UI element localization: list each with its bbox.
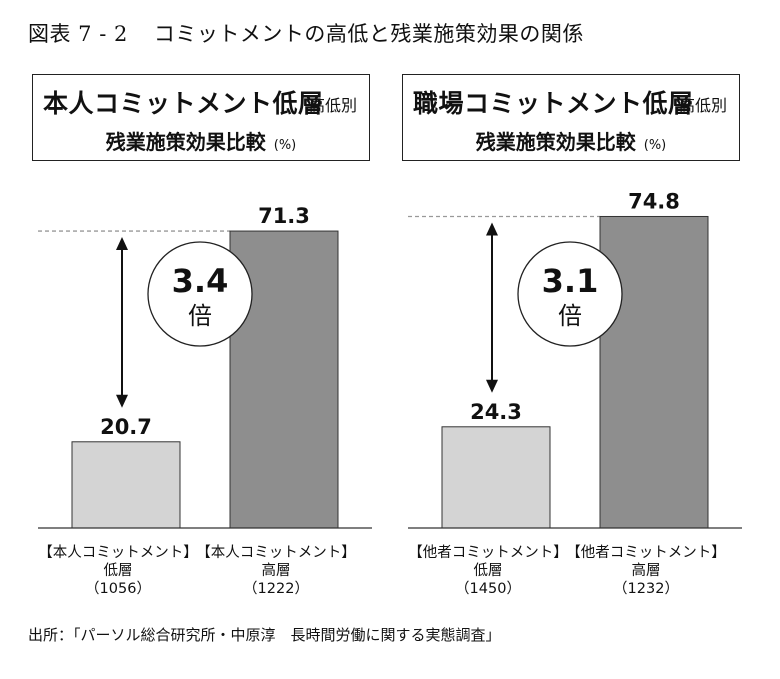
arrow-up-head [116, 237, 128, 251]
ratio-circle [517, 241, 623, 347]
arrow-down-head [116, 394, 128, 408]
category-line-1: 【本人コミットメント】 [196, 545, 356, 561]
category-line-3: （1450） [455, 581, 521, 597]
category-line-2: 低層 [103, 563, 133, 579]
bar [71, 441, 181, 529]
chart-subtitle-line: 残業施策効果比較 (%) [403, 126, 739, 155]
chart-title: 職場コミットメント低層 [413, 89, 694, 118]
chart-title-tag: 高低別 [308, 96, 357, 115]
arrow-up-head [486, 222, 498, 236]
data-label: 74.8 [628, 189, 680, 213]
figure-number: 図表 7 - 2 [28, 22, 128, 46]
category-line-2: 低層 [473, 563, 503, 579]
category-label-high: 【本人コミットメント】 高層 （1222） [196, 544, 356, 598]
ratio-unit: 倍 [558, 302, 582, 330]
figure-title-text: コミットメントの高低と残業施策効果の関係 [153, 22, 584, 46]
chart-title: 本人コミットメント低層 [43, 89, 324, 118]
chart-subtitle: 残業施策効果比較 [105, 130, 266, 154]
category-line-3: （1232） [613, 581, 679, 597]
category-label-low: 【本人コミットメント】 低層 （1056） [38, 544, 198, 598]
category-line-2: 高層 [631, 563, 661, 579]
ratio-value: 3.1 [542, 262, 599, 300]
category-line-2: 高層 [261, 563, 291, 579]
chart-panel-self: 本人コミットメント低層 高低別 残業施策効果比較 (%) 20.7 71.3 3.4 倍… [32, 74, 378, 634]
source-note: 出所：「パーソル総合研究所・中原淳 長時間労働に関する実態調査」 [28, 626, 501, 644]
chart-unit: (%) [273, 138, 297, 153]
category-line-3: （1222） [243, 581, 309, 597]
chart-subtitle: 残業施策効果比較 [475, 130, 636, 154]
chart-title-box: 本人コミットメント低層 高低別 残業施策効果比較 (%) [32, 74, 370, 161]
bar [441, 426, 551, 529]
category-line-1: 【他者コミットメント】 [566, 545, 726, 561]
ratio-unit: 倍 [188, 302, 212, 330]
bar [599, 215, 709, 529]
ratio-value: 3.4 [172, 262, 229, 300]
data-label: 20.7 [100, 415, 152, 439]
category-label-high: 【他者コミットメント】 高層 （1232） [566, 544, 726, 598]
data-label: 71.3 [258, 204, 310, 228]
chart-subtitle-line: 残業施策効果比較 (%) [33, 126, 369, 155]
bar-chart-workplace: 24.3 74.8 3.1倍 [408, 189, 742, 529]
arrow-down-head [486, 379, 498, 393]
ratio-circle [147, 241, 253, 347]
category-line-3: （1056） [85, 581, 151, 597]
category-line-1: 【本人コミットメント】 [38, 545, 198, 561]
bar-chart-self: 20.7 71.3 3.4倍 [38, 204, 372, 529]
figure-title: 図表 7 - 2 コミットメントの高低と残業施策効果の関係 [28, 18, 584, 48]
category-label-low: 【他者コミットメント】 低層 （1450） [408, 544, 568, 598]
category-line-1: 【他者コミットメント】 [408, 545, 568, 561]
chart-title-box: 職場コミットメント低層 高低別 残業施策効果比較 (%) [402, 74, 740, 161]
data-label: 24.3 [470, 400, 522, 424]
chart-title-tag: 高低別 [678, 96, 727, 115]
chart-unit: (%) [643, 138, 667, 153]
chart-panel-workplace: 職場コミットメント低層 高低別 残業施策効果比較 (%) 24.3 74.8 3.1 倍… [402, 74, 748, 634]
